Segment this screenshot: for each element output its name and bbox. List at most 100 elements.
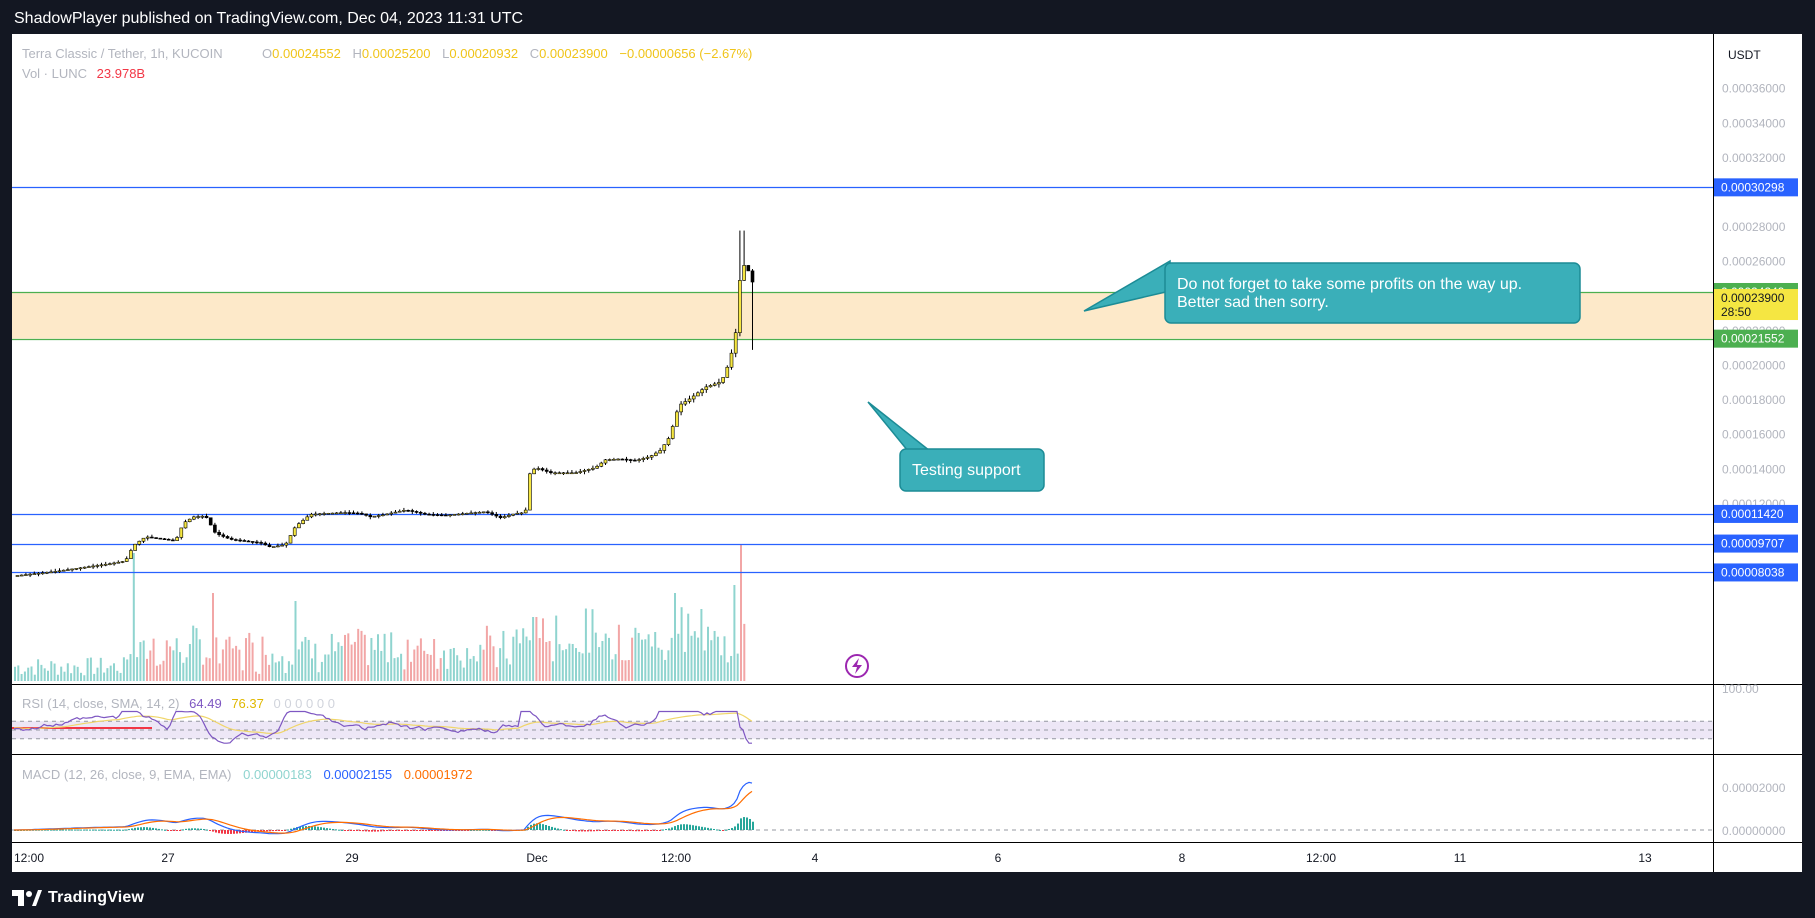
- candle-body: [498, 515, 503, 519]
- macd-histogram-bar: [437, 830, 439, 831]
- rsi-extras: 0 0 0 0 0 0: [273, 696, 334, 711]
- macd-histogram-bar: [197, 828, 199, 830]
- volume-bar: [416, 645, 419, 681]
- volume-bar: [743, 623, 746, 681]
- macd-histogram-bar: [146, 827, 148, 830]
- macd-histogram-bar: [581, 830, 583, 832]
- publisher-text: ShadowPlayer published on TradingView.co…: [14, 10, 524, 27]
- price-tag-text: 0.00011420: [1721, 507, 1784, 521]
- macd-histogram-bar: [572, 830, 574, 831]
- candle-body: [691, 395, 696, 400]
- price-tag[interactable]: 0.00021552: [1714, 329, 1798, 348]
- candle-body: [28, 573, 32, 576]
- callout-take-profits[interactable]: Do not forget to take some profits on th…: [1083, 259, 1581, 324]
- macd-histogram-bar: [191, 828, 193, 830]
- candle-body: [351, 512, 356, 515]
- volume-bar: [327, 654, 330, 681]
- current-price-bg: [1714, 289, 1798, 321]
- macd-histogram-bar: [386, 830, 388, 832]
- macd-histogram-bar: [314, 826, 316, 830]
- candle-body: [78, 567, 83, 570]
- volume-bar: [548, 641, 551, 681]
- macd-histogram-bar: [620, 830, 622, 831]
- tradingview-logo-icon: [12, 890, 42, 906]
- volume-bar: [710, 640, 713, 681]
- candle-body: [738, 280, 742, 333]
- lightning-icon[interactable]: [845, 654, 869, 678]
- volume-bar: [644, 639, 647, 681]
- price-tag[interactable]: 0.00009707: [1714, 534, 1798, 553]
- macd-histogram-bar: [545, 825, 547, 830]
- price-tag-bg: [1714, 329, 1798, 348]
- macd-histogram-bar: [380, 830, 382, 832]
- close-label: C: [530, 46, 539, 61]
- rsi-upper-label: 100.00: [1722, 682, 1759, 696]
- macd-histogram-bar: [422, 830, 424, 831]
- macd-histogram-bar: [641, 830, 643, 832]
- currency-label[interactable]: USDT: [1728, 48, 1761, 62]
- macd-histogram-bar: [731, 827, 733, 830]
- macd-histogram-bar: [584, 830, 586, 832]
- candle-body: [91, 565, 95, 568]
- volume-bar: [522, 628, 525, 681]
- macd-histogram-bar: [359, 830, 361, 832]
- tradingview-logo[interactable]: TradingView: [12, 887, 144, 909]
- macd-histogram-bar: [347, 830, 349, 831]
- volume-bar: [27, 667, 30, 681]
- candle-body: [225, 536, 230, 539]
- callout-testing-support[interactable]: Testing support: [867, 401, 1045, 492]
- candle-body: [213, 524, 217, 533]
- candle-body: [162, 538, 167, 540]
- volume-bar: [515, 629, 518, 681]
- candle-body: [565, 472, 570, 475]
- candle-body: [19, 574, 24, 577]
- volume-bar: [393, 658, 396, 681]
- macd-pane[interactable]: [12, 755, 1713, 842]
- volume-bar: [53, 663, 56, 681]
- macd-histogram-bar: [656, 830, 658, 831]
- macd-histogram-bar: [368, 830, 370, 832]
- macd-histogram-bar: [341, 829, 343, 831]
- price-scale[interactable]: [1713, 34, 1802, 842]
- volume-bar: [433, 639, 436, 681]
- candle-body: [633, 459, 637, 462]
- macd-histogram-bar: [224, 830, 226, 834]
- rsi-ma-value: 76.37: [231, 696, 264, 711]
- x-tick-label: 12:00: [14, 851, 44, 865]
- volume-bar: [410, 661, 412, 681]
- volume-bar: [136, 657, 139, 681]
- legend-symbol: Terra Classic / Tether, 1h, KUCOIN: [22, 46, 223, 61]
- candle-body: [477, 511, 482, 514]
- candle-body: [393, 511, 398, 514]
- macd-histogram-bar: [332, 828, 334, 830]
- volume-bar: [334, 651, 337, 681]
- macd-histogram-bar: [737, 823, 739, 830]
- candle-body: [255, 541, 259, 544]
- price-tag[interactable]: 0.00008038: [1714, 563, 1798, 582]
- time-scale[interactable]: [12, 842, 1802, 872]
- volume-bar: [360, 630, 363, 681]
- macd-histogram-bar: [299, 826, 301, 830]
- price-tag[interactable]: 0.00011420: [1714, 504, 1798, 523]
- macd-histogram-bar: [692, 825, 694, 830]
- rsi-pane[interactable]: [12, 685, 1713, 754]
- macd-histogram-bar: [149, 827, 151, 830]
- chart-area[interactable]: 0.00036000 0.00034000 0.00032000 0.00028000…: [0, 0, 1815, 877]
- macd-histogram-bar: [635, 830, 637, 832]
- macd-histogram-bar: [344, 830, 346, 831]
- volume-bar: [152, 638, 155, 681]
- macd-histogram-bar: [110, 829, 112, 831]
- volume-bar: [611, 659, 614, 681]
- volume-bar: [370, 637, 373, 681]
- candle-body: [66, 569, 70, 571]
- macd-histogram-bar: [752, 821, 754, 830]
- candle-body: [612, 459, 616, 461]
- candle-body: [183, 521, 188, 529]
- macd-histogram-bar: [416, 830, 418, 831]
- price-tag[interactable]: 0.00030298: [1714, 178, 1798, 197]
- x-tick-label: 27: [161, 851, 175, 865]
- volume-bar: [439, 658, 442, 681]
- main-pane[interactable]: [12, 34, 1713, 684]
- x-tick-label: 4: [812, 851, 819, 865]
